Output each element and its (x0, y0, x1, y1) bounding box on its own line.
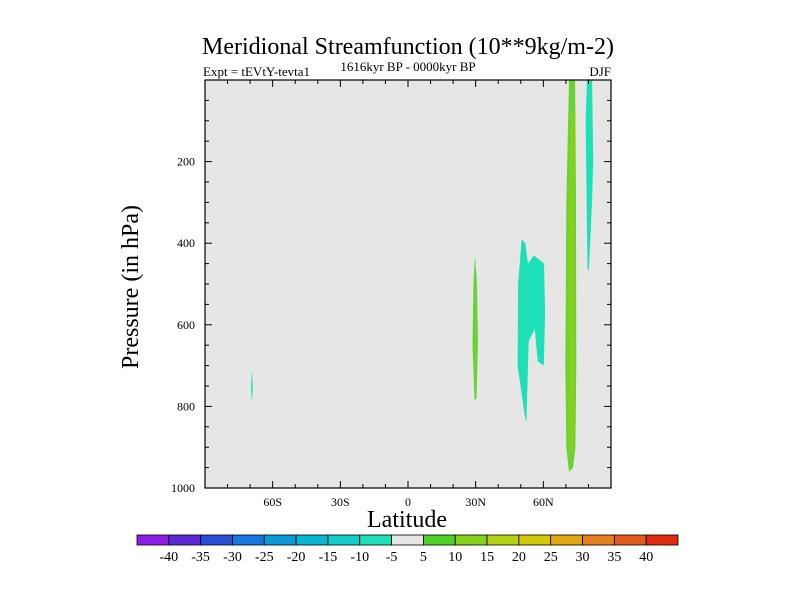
chart-subtitle-center: 1616kyr BP - 0000kyr BP (340, 59, 475, 74)
colorbar-labels: -40 -35 -30 -25 -20 -15 -10 -5 5 10 15 20 25 30 35 40 (159, 550, 653, 565)
colorbar-box (136, 534, 170, 546)
colorbar-box (550, 534, 583, 546)
colorbar-box (232, 534, 265, 546)
colorbar-label: -20 (287, 550, 306, 565)
colorbar-box (454, 534, 488, 546)
plot-background (205, 80, 611, 488)
x-tick-label: 60N (533, 495, 554, 509)
x-axis-label: Latitude (367, 507, 447, 533)
colorbar-label: 10 (448, 550, 462, 565)
axis-tick-labels: 60S 30S 0 30N 60N 200 400 600 800 1000 (171, 155, 554, 509)
colorbar-label: 15 (480, 550, 494, 565)
contour-region-nh-subtropic-positive (472, 255, 478, 401)
colorbar-label: -10 (350, 550, 369, 565)
x-tick-label: 30S (331, 495, 350, 509)
colorbar-label: 35 (607, 550, 621, 565)
x-tick-label: 60S (263, 495, 282, 509)
colorbar-box (613, 534, 647, 546)
y-tick-label: 200 (177, 155, 195, 169)
colorbar-box (295, 534, 329, 546)
colorbar-label: -5 (386, 550, 398, 565)
x-tick-label: 0 (405, 495, 411, 509)
y-tick-label: 600 (177, 318, 195, 332)
colorbar (136, 534, 679, 546)
contour-region-sh-weak-negative (251, 369, 253, 403)
colorbar-box (359, 534, 392, 546)
colorbar-box (518, 534, 552, 546)
colorbar-label: -35 (191, 550, 210, 565)
colorbar-box (645, 534, 679, 546)
x-tick-label: 30N (465, 495, 486, 509)
colorbar-box (327, 534, 361, 546)
colorbar-label: -40 (159, 550, 178, 565)
contour-region-nh-highlat-positive-core (568, 112, 575, 454)
colorbar-box (263, 534, 297, 546)
y-tick-label: 400 (177, 236, 195, 250)
colorbar-box (486, 534, 520, 546)
colorbar-box (391, 534, 424, 546)
colorbar-label: -15 (319, 550, 338, 565)
colorbar-box (168, 534, 202, 546)
colorbar-box (200, 534, 233, 546)
colorbar-box (582, 534, 615, 546)
colorbar-label: 30 (576, 550, 590, 565)
y-axis-label: Pressure (in hPa) (118, 205, 144, 369)
axis-ticks (205, 80, 611, 489)
y-tick-label: 800 (177, 399, 195, 413)
chart-title: Meridional Streamfunction (10**9kg/m-2) (202, 34, 614, 60)
y-tick-label: 1000 (171, 481, 195, 495)
chart-subtitle-left: Expt = tEVtY-tevta1 (203, 64, 310, 79)
colorbar-label: 40 (639, 550, 653, 565)
contour-regions (251, 80, 594, 472)
colorbar-label: -25 (255, 550, 274, 565)
chart-subtitle-right: DJF (589, 64, 611, 79)
contour-region-nh-midlat-negative (517, 239, 546, 423)
colorbar-label: 25 (544, 550, 558, 565)
colorbar-label: -30 (223, 550, 242, 565)
contour-region-nh-polar-negative (585, 80, 594, 272)
colorbar-box (423, 534, 456, 546)
colorbar-label: 5 (420, 550, 427, 565)
colorbar-label: 20 (512, 550, 526, 565)
